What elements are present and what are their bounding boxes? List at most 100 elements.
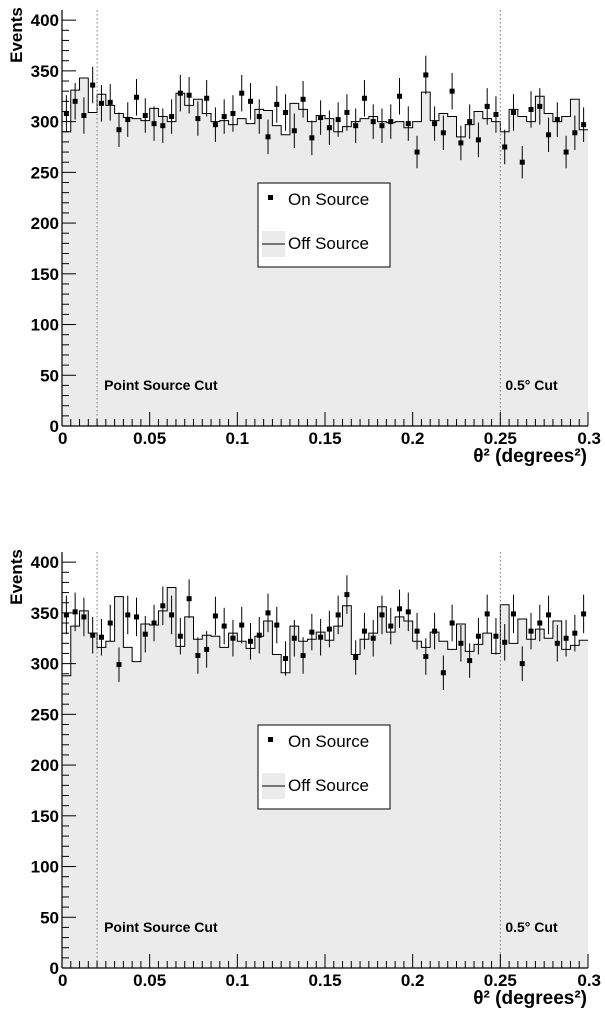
on-source-point [186,596,192,602]
on-source-point [379,123,385,129]
y-tick-label: 100 [31,316,59,335]
on-source-point [265,134,271,140]
on-source-point [510,611,516,617]
on-source-point [405,121,411,127]
y-tick-label: 200 [31,214,59,233]
on-source-point [239,90,245,96]
y-tick-label: 0 [50,959,59,978]
on-source-point [361,628,367,634]
on-source-point [388,623,394,629]
on-source-point [379,612,385,618]
on-source-point [221,114,227,120]
on-source-point [256,632,262,638]
on-source-point [81,113,87,119]
on-source-point [274,101,280,107]
on-source-point [116,662,122,668]
on-source-point [493,633,499,639]
on-source-point [510,109,516,115]
legend-off-source-label: Off Source [288,776,369,795]
on-source-point [212,122,218,128]
y-tick-label: 300 [31,113,59,132]
y-axis-label: Events [7,7,26,63]
on-source-point [195,116,201,122]
on-source-point [177,633,183,639]
on-source-point [98,634,104,640]
on-source-point [335,117,341,123]
on-source-point [344,109,350,115]
x-axis-label: θ² (degrees²) [473,446,587,467]
x-tick-label: 0.05 [133,971,166,990]
x-tick-label: 0.2 [401,971,425,990]
half-degree-cut-label: 0.5° Cut [505,377,558,393]
on-source-point [230,110,236,116]
on-source-point [554,117,560,123]
on-source-point [107,99,113,105]
on-source-point [247,98,253,104]
on-source-point [151,620,157,626]
legend-on-source-label: On Source [288,190,369,209]
on-source-point [212,613,218,619]
on-source-point [361,95,367,101]
on-source-point [169,612,175,618]
on-source-point [125,117,131,123]
half-degree-cut-label: 0.5° Cut [505,919,558,935]
on-source-point [370,119,376,125]
on-source-point [63,110,69,116]
y-tick-label: 150 [31,265,59,284]
on-source-point [291,128,297,134]
y-tick-label: 350 [31,604,59,623]
on-source-point [134,94,140,100]
x-tick-label: 0 [58,971,67,990]
on-source-point [98,100,104,106]
y-tick-label: 0 [50,417,59,436]
on-source-point [134,614,140,620]
on-source-point [169,114,175,120]
on-source-point [423,72,429,78]
on-source-point [125,612,131,618]
chart-panel-2: 0 50 100 150 200 250 300 350 400 0 0.05 0.1 0.15 0.2 0… [7,549,601,1009]
x-tick-label: 0.05 [133,429,166,448]
on-source-point [160,603,166,609]
y-tick-label: 100 [31,858,59,877]
on-source-point [440,130,446,136]
y-tick-label: 250 [31,163,59,182]
on-source-point [537,103,543,109]
on-source-point [537,620,543,626]
on-source-point [300,96,306,102]
on-source-point [493,112,499,118]
on-source-point [318,634,324,640]
on-source-point [63,612,69,618]
on-source-point [414,149,420,155]
on-source-point [335,612,341,618]
on-source-point [502,639,508,645]
on-source-point [423,654,429,660]
y-tick-label: 200 [31,756,59,775]
legend-on-source-marker [268,737,273,742]
on-source-point [151,121,157,127]
on-source-point [528,628,534,634]
x-tick-label: 0.3 [577,429,601,448]
on-source-point [563,635,569,641]
on-source-point [405,609,411,615]
on-source-point [353,655,359,661]
legend-on-source-label: On Source [288,732,369,751]
on-source-point [484,103,490,109]
on-source-point [581,122,587,128]
y-tick-label: 400 [31,553,59,572]
on-source-point [449,88,455,94]
x-tick-label: 0.25 [484,971,517,990]
on-source-point [440,670,446,676]
on-source-point [344,592,350,598]
on-source-point [370,635,376,641]
on-source-point [519,661,525,667]
on-source-point [546,132,552,138]
on-source-point [142,113,148,119]
on-source-point [432,628,438,634]
on-source-point [72,609,78,615]
on-source-point [546,612,552,618]
on-source-point [81,614,87,620]
on-source-point [186,92,192,98]
on-source-point [397,93,403,99]
on-source-point [572,630,578,636]
